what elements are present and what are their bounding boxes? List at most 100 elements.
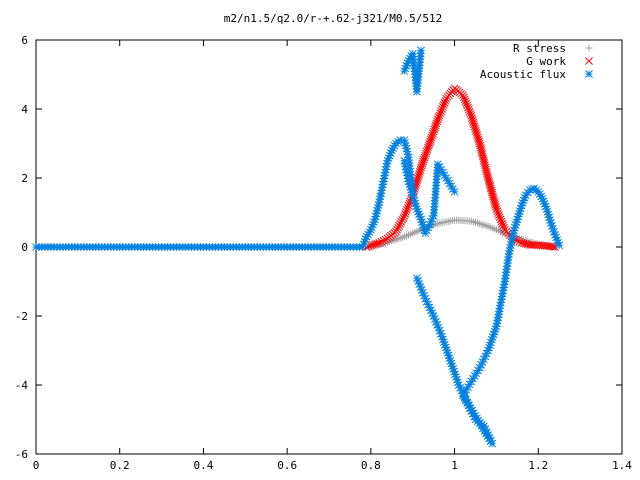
g-work-point bbox=[433, 117, 441, 126]
g-work-point bbox=[403, 205, 411, 214]
g-work-point bbox=[397, 217, 406, 226]
g-work-point bbox=[434, 113, 443, 122]
g-work-point bbox=[426, 135, 435, 144]
g-work-point bbox=[470, 122, 479, 131]
g-work-point bbox=[414, 174, 422, 183]
g-work-point bbox=[427, 133, 436, 142]
g-work-point bbox=[421, 151, 430, 160]
acoustic-flux-point bbox=[381, 165, 390, 174]
g-work-point bbox=[423, 145, 432, 154]
g-work-point bbox=[399, 214, 408, 222]
g-work-point bbox=[492, 203, 500, 211]
acoustic-flux-point bbox=[428, 214, 437, 223]
acoustic-flux-point bbox=[413, 274, 421, 282]
g-work-point bbox=[379, 236, 388, 245]
g-work-point bbox=[420, 155, 428, 164]
x-tick-label: 1.4 bbox=[612, 459, 632, 472]
acoustic-flux-point bbox=[471, 411, 480, 420]
g-work-point bbox=[468, 114, 476, 122]
g-work-point bbox=[398, 215, 407, 224]
g-work-point bbox=[395, 221, 403, 230]
g-work-point bbox=[492, 205, 501, 213]
legend-marker-cross bbox=[585, 57, 593, 65]
legend-label: Acoustic flux bbox=[480, 68, 566, 81]
y-tick-label: 6 bbox=[21, 34, 28, 47]
g-work-point bbox=[424, 141, 433, 150]
y-tick-label: 2 bbox=[21, 172, 28, 185]
x-tick-label: 0.2 bbox=[110, 459, 130, 472]
x-tick-label: 0.6 bbox=[277, 459, 297, 472]
g-work-point bbox=[433, 115, 442, 124]
acoustic-flux-point bbox=[475, 363, 484, 372]
g-work-point bbox=[495, 213, 504, 222]
g-work-point bbox=[392, 227, 400, 236]
g-work-point bbox=[369, 240, 377, 249]
g-work-point bbox=[459, 91, 467, 100]
g-work-point bbox=[415, 168, 424, 176]
g-work-point bbox=[473, 133, 482, 141]
x-tick-label: 1.2 bbox=[528, 459, 548, 472]
g-work-point bbox=[464, 103, 472, 112]
acoustic-flux-point bbox=[483, 432, 492, 440]
g-work-point bbox=[417, 163, 425, 172]
g-work-point bbox=[419, 157, 428, 166]
g-work-point bbox=[436, 109, 445, 117]
g-work-point bbox=[461, 97, 470, 106]
g-work-point bbox=[466, 109, 475, 118]
g-work-point bbox=[496, 215, 505, 224]
g-work-point bbox=[431, 121, 440, 130]
g-work-point bbox=[499, 221, 507, 230]
x-tick-label: 0.4 bbox=[193, 459, 213, 472]
axis-ticks: 0 0.2 0.4 0.6 0.8 1 1.2 1.4 -6 -4 -2 0 2 4 6 bbox=[15, 34, 633, 472]
g-work-point bbox=[468, 116, 477, 124]
g-work-point bbox=[377, 237, 386, 246]
g-work-point bbox=[462, 99, 471, 108]
g-work-point bbox=[467, 112, 476, 120]
g-work-point bbox=[414, 172, 423, 180]
series-layer bbox=[32, 46, 564, 448]
y-tick-label: -6 bbox=[15, 448, 28, 461]
acoustic-flux-point bbox=[373, 206, 381, 215]
y-tick-label: -4 bbox=[15, 379, 29, 392]
g-work-point bbox=[417, 161, 426, 170]
g-work-point bbox=[497, 217, 506, 226]
x-tick-label: 1 bbox=[451, 459, 458, 472]
legend-label: G work bbox=[526, 55, 566, 68]
g-work-point bbox=[371, 240, 379, 248]
g-work-point bbox=[367, 241, 375, 250]
g-work-point bbox=[440, 98, 449, 107]
g-work-point bbox=[400, 212, 409, 220]
acoustic-flux-point bbox=[402, 165, 410, 174]
g-work-point bbox=[435, 111, 444, 120]
g-work-point bbox=[474, 135, 483, 144]
x-tick-label: 0.8 bbox=[361, 459, 381, 472]
g-work-point bbox=[494, 209, 502, 218]
legend-marker-star bbox=[585, 70, 593, 78]
g-work-point bbox=[515, 237, 524, 246]
g-work-point bbox=[430, 125, 439, 134]
g-work-point bbox=[432, 119, 441, 128]
g-work-point bbox=[373, 239, 381, 248]
g-work-point bbox=[463, 101, 471, 110]
g-work-point bbox=[396, 219, 405, 228]
y-tick-label: 0 bbox=[21, 241, 28, 254]
chart-title: m2/n1.5/q2.0/r-+.62-j321/M0.5/512 bbox=[224, 12, 443, 25]
g-work-point bbox=[495, 211, 503, 220]
g-work-point bbox=[498, 219, 507, 228]
g-work-point bbox=[437, 107, 446, 115]
g-work-point bbox=[464, 105, 473, 114]
legend-label: R stress bbox=[513, 42, 566, 55]
g-work-point bbox=[416, 165, 425, 174]
y-tick-label: 4 bbox=[21, 103, 28, 116]
g-work-point bbox=[401, 210, 410, 218]
g-work-point bbox=[472, 129, 481, 137]
g-work-point bbox=[394, 223, 402, 232]
g-work-point bbox=[375, 239, 384, 247]
g-work-point bbox=[551, 243, 559, 251]
y-tick-label: -2 bbox=[15, 310, 28, 323]
g-work-point bbox=[460, 95, 469, 104]
g-work-point bbox=[438, 103, 447, 111]
g-work-point bbox=[438, 105, 446, 113]
g-work-point bbox=[420, 153, 429, 162]
